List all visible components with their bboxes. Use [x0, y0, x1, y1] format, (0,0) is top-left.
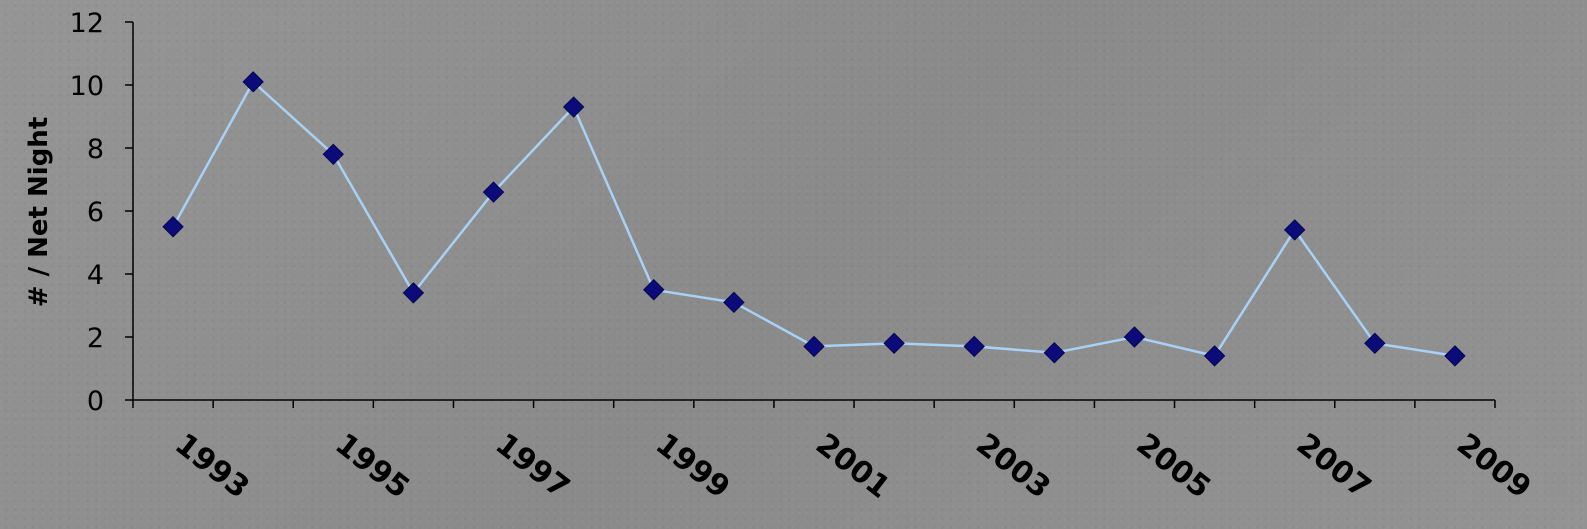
- chart-axes: [125, 21, 1496, 408]
- y-tick-label: 0: [87, 386, 104, 417]
- chart-series: [162, 71, 1466, 367]
- chart-tick-labels: 0 2 4 6 8 10 12 1993 1995 1997 1999 2001 2003 2005 200…: [70, 8, 1538, 506]
- y-tick-label: 8: [87, 134, 104, 165]
- data-point: [1123, 326, 1146, 348]
- y-axis-label: # / Net Night: [24, 117, 54, 307]
- y-tick-label: 4: [87, 260, 104, 291]
- data-point: [242, 71, 264, 93]
- data-point: [162, 216, 184, 238]
- data-point: [723, 291, 745, 314]
- y-tick-label: 2: [87, 323, 104, 354]
- x-tick-label: 1997: [489, 427, 576, 506]
- x-tick-label: 2001: [809, 427, 896, 506]
- data-point: [322, 143, 345, 166]
- series-line: [172, 79, 1456, 358]
- data-point: [643, 279, 665, 301]
- data-point: [963, 335, 985, 358]
- data-point: [1284, 219, 1306, 241]
- y-tick-label: 10: [70, 71, 104, 102]
- x-tick-label: 2009: [1450, 427, 1537, 506]
- x-tick-label: 1999: [649, 427, 736, 506]
- data-point: [562, 96, 585, 118]
- y-tick-label: 12: [70, 8, 104, 39]
- data-point: [1203, 345, 1226, 367]
- data-point: [482, 181, 505, 203]
- x-tick-label: 1993: [168, 427, 255, 506]
- data-point: [1043, 342, 1066, 364]
- data-point: [1364, 332, 1386, 355]
- data-point: [402, 282, 425, 304]
- data-point: [1444, 345, 1466, 367]
- x-tick-label: 2007: [1290, 427, 1377, 506]
- y-tick-label: 6: [87, 197, 104, 228]
- x-tick-label: 2005: [1130, 427, 1217, 506]
- x-tick-label: 1995: [328, 427, 415, 506]
- x-tick-label: 2003: [969, 427, 1056, 506]
- data-point: [883, 332, 905, 355]
- data-point: [803, 335, 825, 358]
